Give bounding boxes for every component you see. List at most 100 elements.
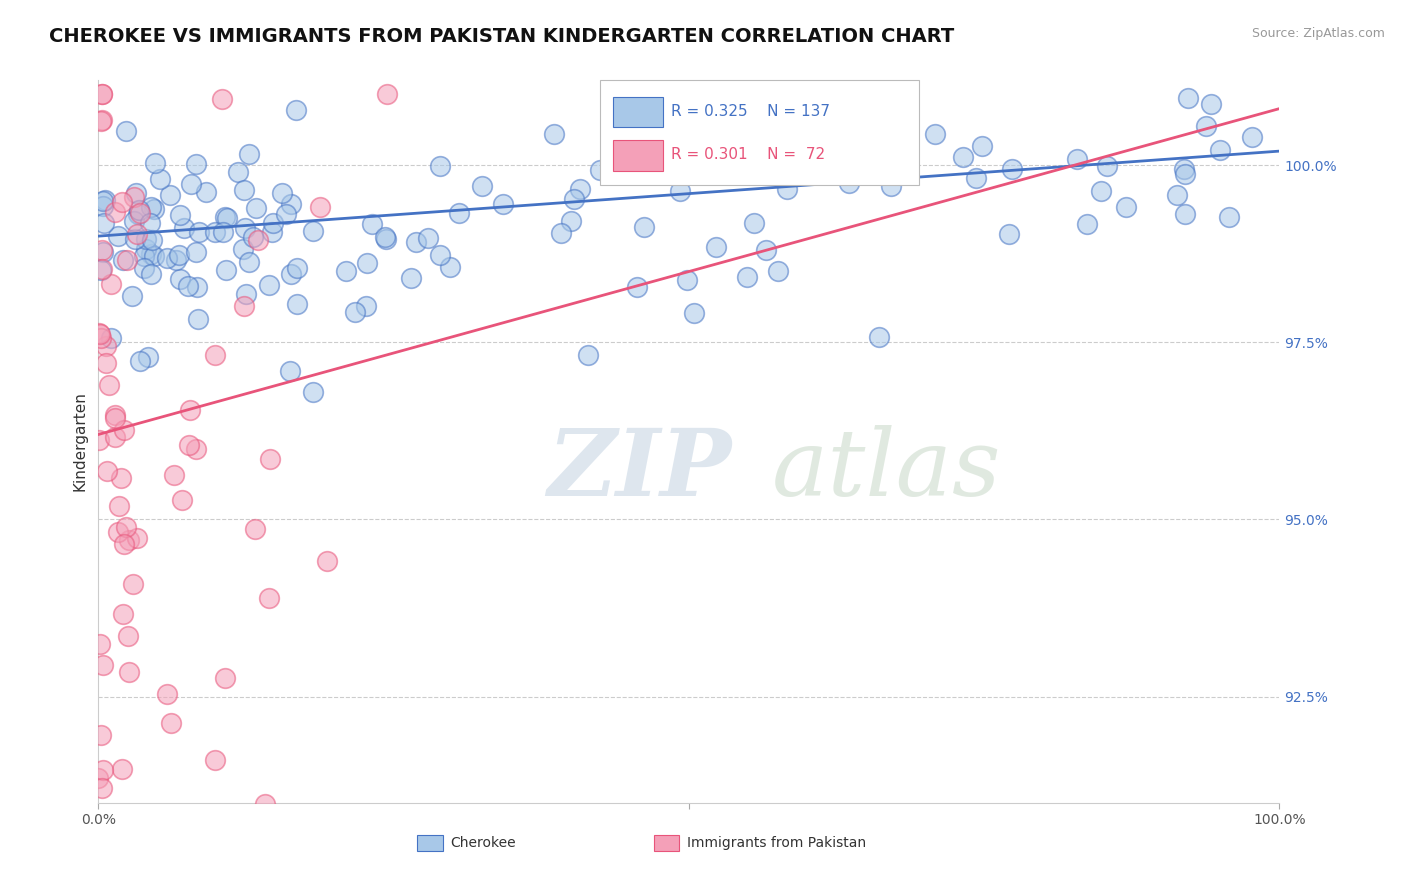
Point <box>242 230 264 244</box>
Point <box>141 233 163 247</box>
Point <box>90 331 112 345</box>
Point <box>129 206 152 220</box>
Point <box>165 253 187 268</box>
Point <box>139 216 162 230</box>
Point <box>633 220 655 235</box>
Point <box>924 127 946 141</box>
Point <box>416 231 439 245</box>
Point <box>1000 161 1022 176</box>
Point <box>112 423 135 437</box>
Point <box>1174 167 1197 181</box>
Point <box>107 525 129 540</box>
Point <box>243 522 266 536</box>
Point <box>768 264 790 278</box>
Point <box>135 242 157 256</box>
Point <box>471 178 494 193</box>
Point <box>1090 185 1112 199</box>
Point <box>90 114 112 128</box>
Point <box>271 186 294 200</box>
Point <box>1115 201 1137 215</box>
Point <box>115 519 138 533</box>
Point <box>965 170 987 185</box>
Point <box>104 409 127 423</box>
Point <box>94 194 117 208</box>
Point <box>100 277 122 291</box>
Point <box>211 92 233 106</box>
Point <box>356 256 378 270</box>
Point <box>136 350 159 364</box>
Point <box>550 227 572 241</box>
Point <box>96 464 118 478</box>
Point <box>91 87 114 102</box>
Text: atlas: atlas <box>772 425 1001 516</box>
Point <box>697 120 720 135</box>
Point <box>233 220 256 235</box>
Point <box>626 280 648 294</box>
Point <box>89 326 111 341</box>
Bar <box>654 835 679 851</box>
Point <box>1174 207 1197 221</box>
Point <box>108 499 131 513</box>
Point <box>90 113 112 128</box>
Point <box>149 172 172 186</box>
Point <box>776 182 799 196</box>
Point <box>173 221 195 235</box>
Point <box>952 150 974 164</box>
Point <box>90 87 112 102</box>
Point <box>262 216 284 230</box>
Text: Immigrants from Pakistan: Immigrants from Pakistan <box>686 836 866 849</box>
Point <box>104 430 127 444</box>
Point <box>257 591 280 605</box>
Point <box>280 268 302 282</box>
Point <box>704 240 727 254</box>
Point <box>284 103 307 118</box>
Point <box>1173 162 1195 177</box>
Point <box>492 197 515 211</box>
Point <box>245 202 267 216</box>
Point <box>262 225 284 239</box>
Point <box>204 348 226 362</box>
Point <box>278 364 301 378</box>
Point <box>121 288 143 302</box>
Point <box>188 225 211 239</box>
Point <box>90 243 112 257</box>
Point <box>117 665 139 679</box>
Point <box>93 216 115 230</box>
Point <box>111 195 134 210</box>
Point <box>194 185 217 199</box>
Point <box>439 260 461 274</box>
Point <box>170 492 193 507</box>
Point <box>204 754 226 768</box>
Text: R = 0.325    N = 137: R = 0.325 N = 137 <box>671 103 830 119</box>
Point <box>1076 217 1098 231</box>
Point <box>232 242 254 256</box>
Point <box>215 262 238 277</box>
Point <box>169 272 191 286</box>
Point <box>217 211 239 226</box>
Point <box>114 124 136 138</box>
Point <box>112 607 135 622</box>
Point <box>360 217 382 231</box>
Point <box>186 442 208 457</box>
Point <box>214 871 236 885</box>
Point <box>141 267 163 281</box>
Point <box>91 780 114 795</box>
Point <box>112 537 135 551</box>
Point <box>737 270 759 285</box>
Text: CHEROKEE VS IMMIGRANTS FROM PAKISTAN KINDERGARTEN CORRELATION CHART: CHEROKEE VS IMMIGRANTS FROM PAKISTAN KIN… <box>49 27 955 45</box>
Point <box>238 255 260 269</box>
Point <box>568 182 591 196</box>
Point <box>159 187 181 202</box>
Point <box>233 299 256 313</box>
Point <box>235 287 257 301</box>
Point <box>1177 90 1199 104</box>
Point <box>1218 211 1240 225</box>
Point <box>125 532 148 546</box>
Point <box>141 864 163 879</box>
Point <box>1166 188 1188 202</box>
Point <box>742 216 765 230</box>
Point <box>274 207 297 221</box>
Point <box>117 533 139 547</box>
Point <box>111 762 134 776</box>
Point <box>97 378 120 392</box>
